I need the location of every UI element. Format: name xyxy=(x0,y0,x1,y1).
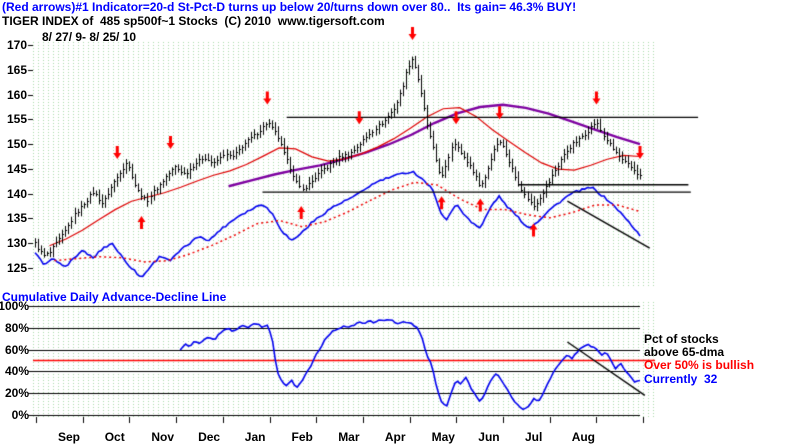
price-axis-label: 155 xyxy=(6,112,27,127)
month-axis-label: Dec xyxy=(198,430,221,444)
month-axis-label: Sep xyxy=(58,430,81,444)
annotation-over-50-bullish: Over 50% is bullish xyxy=(644,358,755,372)
price-axis-label: 170 xyxy=(6,38,27,52)
percent-axis-labels: 100% 80% 60% 40% 20% 0% xyxy=(0,0,31,447)
indicator-header-line: (Red arrows)#1 Indicator=20-d St-Pct-D t… xyxy=(2,0,577,14)
month-axis-label: Jan xyxy=(244,430,266,444)
price-axis-label: 135 xyxy=(6,211,27,226)
month-axis-label: Feb xyxy=(291,430,313,444)
price-axis-label: 160 xyxy=(6,87,27,102)
percent-axis-label: 60% xyxy=(4,342,29,357)
month-axis-label: Mar xyxy=(338,430,360,444)
price-axis-label: 125 xyxy=(6,261,27,275)
annotation-pct-of-stocks: Pct of stocks xyxy=(644,332,719,346)
price-axis-label: 145 xyxy=(6,161,27,176)
percent-axis-label: 0% xyxy=(11,408,29,422)
date-range-label: 8/ 27/ 9- 8/ 25/ 10 xyxy=(42,30,137,44)
month-axis-label: Apr xyxy=(384,430,406,444)
percent-axis-label: 20% xyxy=(4,386,29,401)
month-axis-label: Oct xyxy=(104,430,125,444)
percent-axis-label: 40% xyxy=(4,364,29,379)
advance-decline-title: Cumulative Daily Advance-Decline Line xyxy=(2,290,227,304)
month-axis-label: Jun xyxy=(478,430,500,444)
month-axis-label: May xyxy=(431,430,455,444)
annotation-current-value: Currently 32 xyxy=(644,372,718,386)
annotation-above-65dma: above 65-dma xyxy=(644,345,725,359)
month-axis-label: Nov xyxy=(151,430,175,444)
price-axis-label: 130 xyxy=(6,236,27,251)
month-axis-label: Jul xyxy=(525,430,543,444)
price-axis-label: 150 xyxy=(6,137,27,152)
percent-axis-label: 80% xyxy=(4,320,29,335)
percent-axis-label: 100% xyxy=(0,299,29,313)
chart-title-line: TIGER INDEX of 485 sp500f~1 Stocks (C) 2… xyxy=(2,14,385,28)
price-axis-label: 165 xyxy=(6,62,27,77)
month-axis-label: Aug xyxy=(571,430,596,444)
price-axis-label: 140 xyxy=(6,186,27,201)
price-axis-labels: 170 165 160 155 150 145 140 135 130 125 xyxy=(0,0,29,300)
